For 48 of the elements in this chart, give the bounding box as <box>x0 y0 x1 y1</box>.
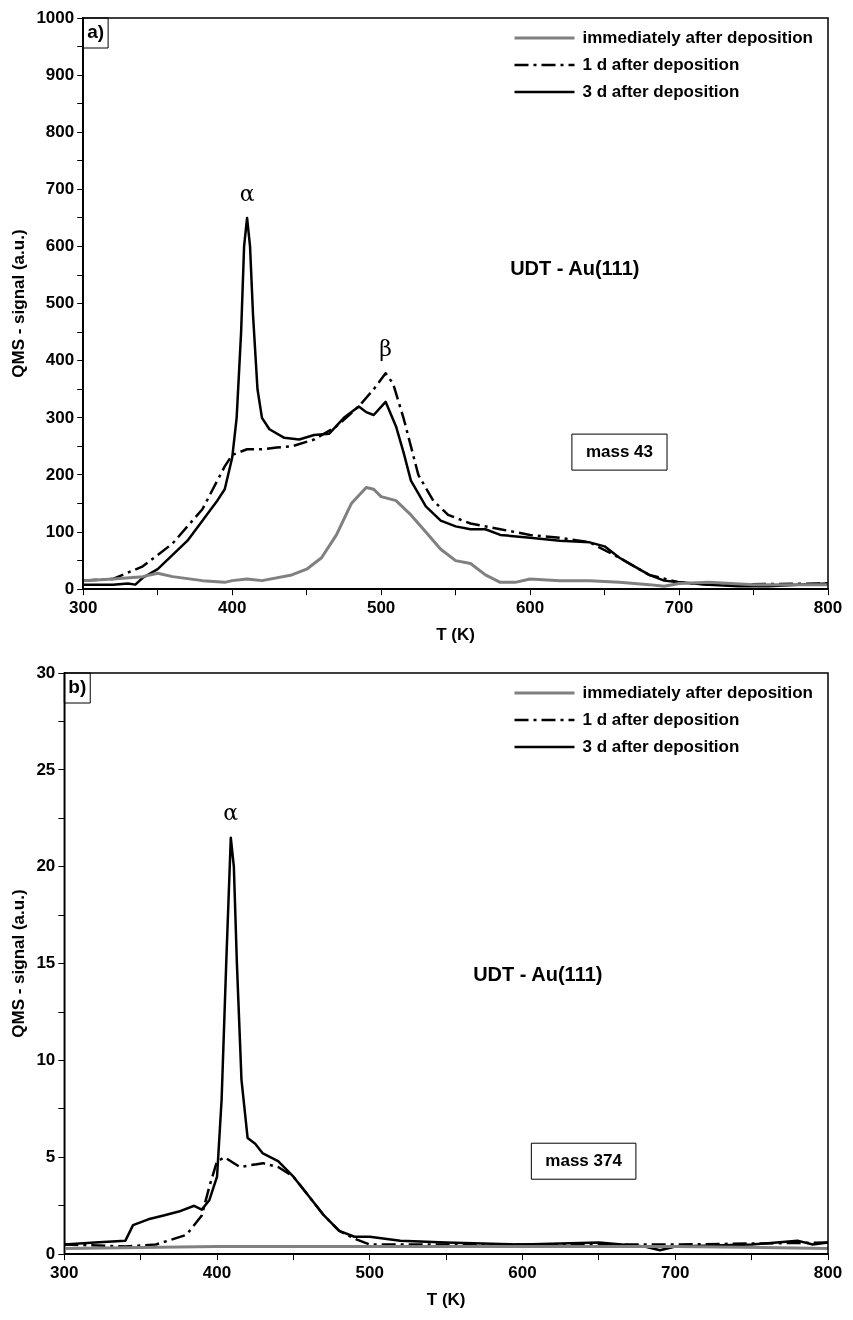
x-tick-label: 400 <box>202 1263 232 1283</box>
y-tick-label: 400 <box>45 350 75 370</box>
annotation: UDT - Au(111) <box>473 962 603 985</box>
y-tick-label: 10 <box>36 1050 56 1070</box>
legend-label: immediately after deposition <box>582 682 813 702</box>
y-tick-label: 30 <box>36 662 56 682</box>
annotation: mass 374 <box>545 1150 623 1170</box>
y-tick-label: 0 <box>64 578 75 598</box>
y-axis-title: QMS - signal (a.u.) <box>8 229 28 378</box>
y-tick-label: 600 <box>45 236 75 256</box>
annotation: β <box>379 336 392 362</box>
y-tick-label: 20 <box>36 856 56 876</box>
x-tick-label: 800 <box>813 1263 843 1283</box>
x-tick-label: 600 <box>515 598 545 618</box>
annotation: α <box>239 180 255 206</box>
x-tick-label: 500 <box>355 1263 384 1283</box>
x-tick-label: 500 <box>366 598 396 618</box>
legend-label: 1 d after deposition <box>582 54 740 74</box>
legend-label: 3 d after deposition <box>582 736 740 756</box>
x-axis-title: T (K) <box>436 625 475 645</box>
y-tick-label: 200 <box>45 464 75 484</box>
x-tick-label: 800 <box>813 598 843 618</box>
annotation: b) <box>68 675 87 697</box>
x-tick-label: 400 <box>217 598 247 618</box>
y-tick-label: 15 <box>36 953 56 973</box>
y-tick-label: 25 <box>36 759 56 779</box>
y-tick-label: 500 <box>45 293 75 313</box>
x-axis-title: T (K) <box>426 1290 466 1310</box>
annotation: α <box>223 800 239 826</box>
y-tick-label: 1000 <box>36 7 75 27</box>
y-tick-label: 700 <box>45 179 75 199</box>
x-tick-label: 700 <box>661 1263 690 1283</box>
y-tick-label: 300 <box>45 407 75 427</box>
annotation: a) <box>87 20 105 42</box>
x-tick-label: 700 <box>664 598 694 618</box>
y-tick-label: 800 <box>45 121 75 141</box>
legend-label: 3 d after deposition <box>582 81 740 101</box>
y-tick-label: 100 <box>45 521 75 541</box>
y-axis-title: QMS - signal (a.u.) <box>8 889 28 1038</box>
y-tick-label: 0 <box>45 1243 56 1263</box>
y-tick-label: 5 <box>45 1147 56 1167</box>
x-tick-label: 600 <box>508 1263 537 1283</box>
annotation: mass 43 <box>585 441 654 461</box>
x-tick-label: 300 <box>69 598 98 618</box>
legend-label: immediately after deposition <box>582 27 813 47</box>
y-tick-label: 900 <box>45 64 75 84</box>
legend-label: 1 d after deposition <box>582 709 740 729</box>
annotation: UDT - Au(111) <box>510 256 640 279</box>
